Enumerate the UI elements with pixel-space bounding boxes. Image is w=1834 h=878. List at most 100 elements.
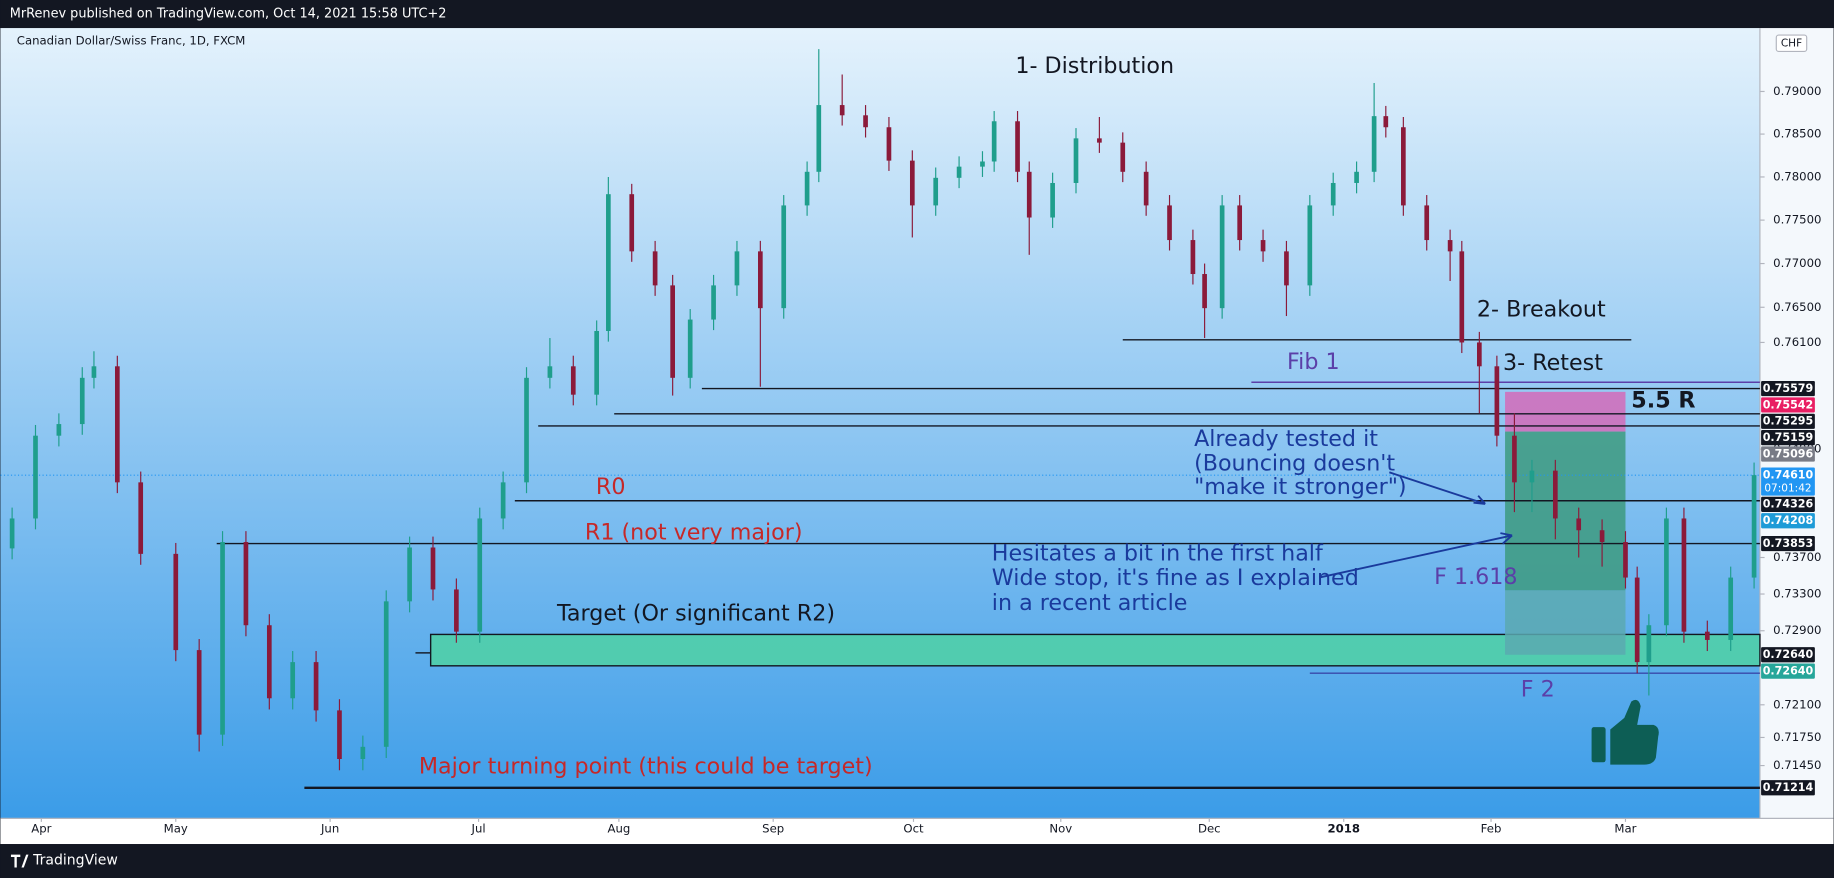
- candle-body: [430, 547, 436, 590]
- candle-body: [1529, 470, 1535, 483]
- y-tick-label: 0.72900: [1773, 623, 1821, 637]
- candle-body: [1015, 121, 1020, 172]
- annotation: Already tested it: [1194, 426, 1378, 452]
- price-label: 0.73853: [1763, 537, 1814, 550]
- candle-body: [1494, 366, 1500, 436]
- annotation: R0: [596, 474, 626, 500]
- y-tick-label: 0.78500: [1773, 127, 1821, 141]
- candle-body: [337, 710, 342, 759]
- brand: TradingView: [32, 852, 118, 868]
- candle-body: [1728, 577, 1734, 640]
- x-tick-label: Mar: [1614, 821, 1636, 835]
- annotation: Hesitates a bit in the first half: [992, 541, 1324, 567]
- candle-body: [594, 330, 600, 395]
- zone: [1505, 431, 1626, 591]
- candle-body: [1307, 205, 1313, 286]
- candle-body: [33, 435, 38, 519]
- annotation: in a recent article: [992, 590, 1188, 616]
- countdown: 07:01:42: [1764, 483, 1811, 495]
- y-tick-label: 0.72100: [1773, 697, 1821, 711]
- y-tick-label: 0.73700: [1773, 550, 1821, 564]
- candle-body: [243, 542, 249, 626]
- candle-body: [956, 166, 962, 178]
- x-tick-label: Aug: [607, 821, 630, 835]
- candle-body: [1552, 470, 1558, 519]
- candle-body: [909, 160, 915, 206]
- candle-body: [1330, 182, 1336, 206]
- candle-body: [524, 377, 529, 483]
- candle-body: [1120, 142, 1126, 172]
- y-tick-label: 0.77500: [1773, 213, 1821, 227]
- candle-body: [9, 518, 15, 549]
- candle-body: [629, 194, 635, 252]
- price-label-box: [1761, 467, 1815, 496]
- candle-body: [1190, 240, 1196, 275]
- header-bar: [0, 0, 1834, 29]
- candle-body: [1050, 182, 1055, 218]
- candle-body: [1026, 171, 1032, 218]
- y-tick-label: 0.77000: [1773, 256, 1821, 270]
- candle-body: [196, 650, 202, 735]
- candle-body: [1634, 577, 1640, 663]
- candle-body: [1260, 240, 1266, 252]
- candle-body: [570, 366, 576, 395]
- candle-body: [1073, 138, 1079, 183]
- annotation: Major turning point (this could be targe…: [419, 753, 873, 779]
- y-tick-label: 0.76500: [1773, 300, 1821, 314]
- candle-body: [266, 625, 272, 699]
- price-label-box: [1761, 780, 1815, 796]
- price-label: 0.75542: [1763, 398, 1814, 411]
- price-label-box: [1761, 430, 1815, 446]
- candle-body: [652, 251, 658, 286]
- price-label: 0.74326: [1763, 498, 1814, 511]
- x-tick-label: Nov: [1049, 821, 1072, 835]
- candle-body: [670, 285, 675, 378]
- arrow: [1318, 532, 1513, 579]
- candle-body: [1512, 435, 1517, 483]
- candle-body: [863, 115, 868, 128]
- candle-body: [1401, 127, 1406, 206]
- publisher: MrRenev published on TradingView.com, Oc…: [10, 7, 447, 22]
- x-tick-label: Feb: [1481, 821, 1502, 835]
- axes: 0.79000 0.78500 0.78000 0.77500 0.77000 0.765…: [31, 84, 1821, 835]
- price-label: 0.71214: [1763, 781, 1814, 794]
- x-tick-label: May: [164, 821, 188, 835]
- x-tick-label: Sep: [762, 821, 784, 835]
- price-label-box: [1761, 513, 1815, 529]
- price-label: 0.75579: [1763, 382, 1814, 395]
- candle-body: [454, 589, 459, 632]
- x-tick-label: 2018: [1327, 821, 1360, 835]
- candle-body: [1477, 342, 1482, 367]
- candle-body: [1424, 205, 1430, 241]
- candle-body: [91, 366, 97, 378]
- annotation: "make it stronger"): [1194, 474, 1407, 500]
- annotation: R1 (not very major): [585, 520, 803, 546]
- brand-logo: [10, 854, 29, 868]
- candle-body: [114, 366, 120, 483]
- candle-body: [138, 482, 144, 554]
- currency-box: [1775, 34, 1808, 53]
- annotation: 1- Distribution: [1015, 53, 1174, 79]
- candle-body: [1219, 205, 1225, 309]
- annotation: F 1.618: [1434, 564, 1517, 590]
- candle-body: [758, 251, 763, 309]
- price-label-box: [1761, 413, 1815, 429]
- footer-bar: [0, 844, 1834, 878]
- y-tick-label: 0.71750: [1773, 730, 1821, 744]
- price-label: 0.75159: [1763, 431, 1814, 444]
- candle-body: [1383, 116, 1389, 128]
- price-label: 0.75096: [1763, 447, 1814, 460]
- price-label-box: [1761, 446, 1815, 462]
- candle-body: [804, 171, 810, 206]
- candle-body: [1751, 475, 1757, 578]
- candle-body: [407, 547, 412, 602]
- candle-body: [313, 662, 319, 711]
- candle-body: [734, 251, 740, 286]
- annotation: F 2: [1521, 676, 1555, 702]
- annotation: Wide stop, it's fine as I explained: [992, 565, 1359, 591]
- candle-body: [1664, 518, 1669, 626]
- candle-body: [220, 542, 225, 735]
- candle-body: [1167, 205, 1172, 241]
